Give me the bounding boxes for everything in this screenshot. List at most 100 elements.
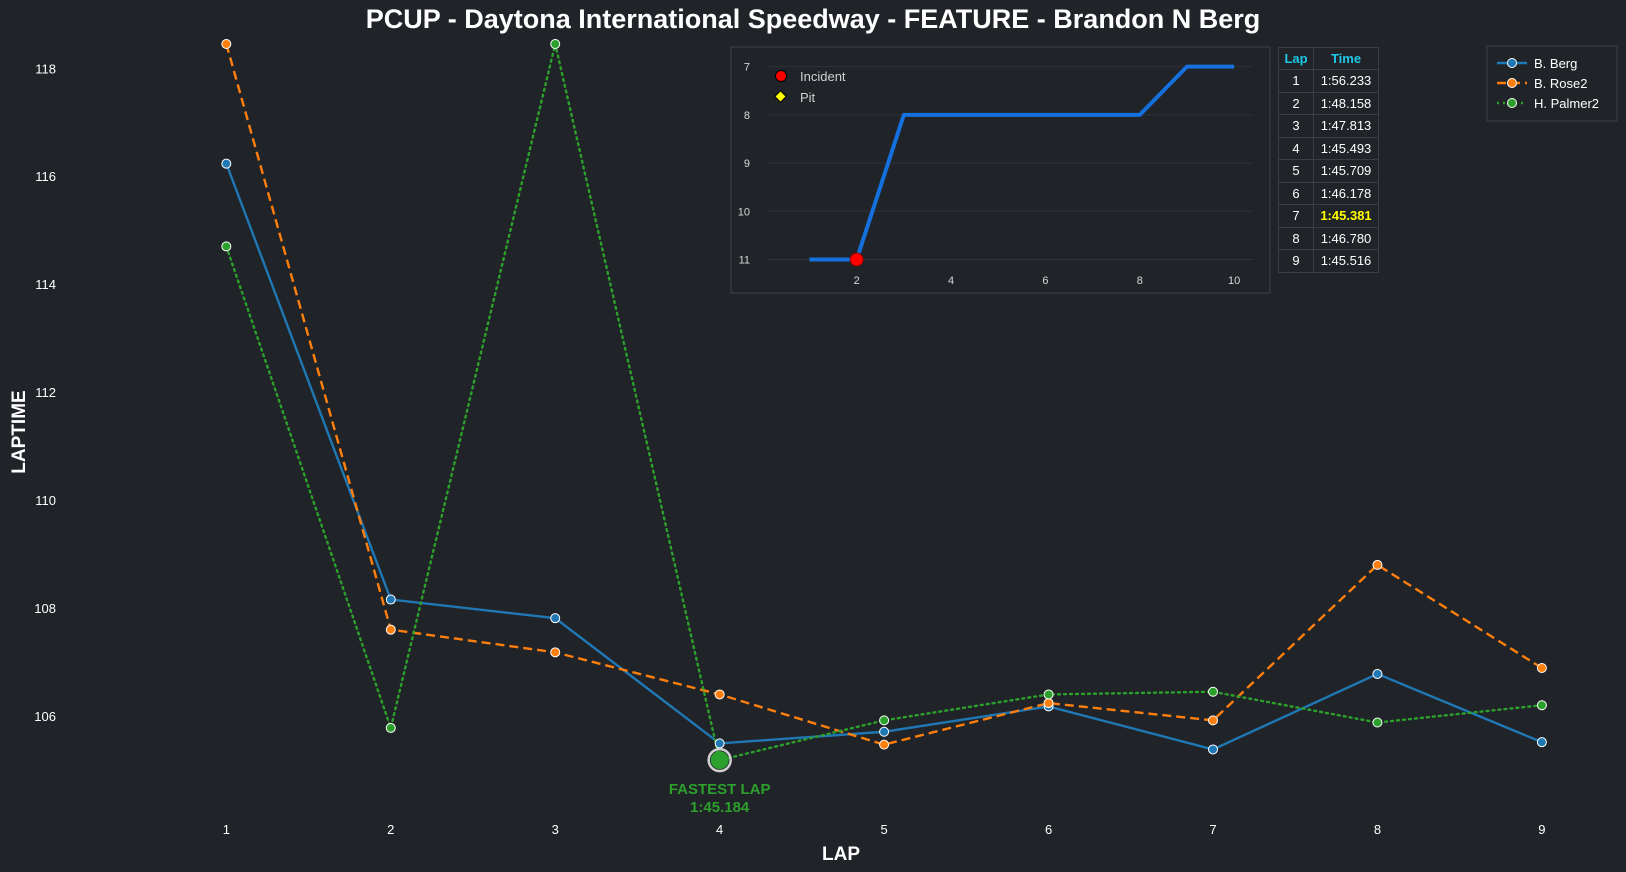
table-row: 4 1:45.493: [1278, 136, 1379, 160]
data-point: [879, 726, 890, 737]
lap-time-cell: 1:45.493: [1313, 136, 1379, 160]
lap-times-table: Lap Time 1 1:56.233 2 1:48.158 3 1:47.813 4 1:4…: [1278, 47, 1379, 273]
y-tick-label: 112: [35, 385, 56, 400]
lap-number-cell: 7: [1278, 204, 1314, 228]
x-tick-label: 3: [552, 822, 559, 837]
data-point: [550, 647, 561, 658]
lap-time-cell: 1:56.233: [1313, 69, 1379, 93]
data-point: [1043, 689, 1054, 700]
lap-number-cell: 8: [1278, 226, 1314, 250]
x-tick-label: 1: [223, 822, 230, 837]
inset-y-tick-label: 10: [738, 206, 750, 218]
data-point: [1208, 686, 1218, 697]
x-tick-label: 5: [880, 822, 887, 837]
lap-time-cell: 1:47.813: [1313, 114, 1379, 138]
lap-number-cell: 3: [1278, 114, 1314, 138]
series-line-h-palmer2: [225, 43, 1544, 762]
x-tick-label: 2: [387, 822, 394, 837]
fastest-lap-label: FASTEST LAP: [669, 781, 771, 798]
data-point: [550, 39, 561, 49]
position-line: [809, 64, 1235, 262]
chart-title: PCUP - Daytona International Speedway - …: [365, 4, 1261, 34]
y-tick-label: 116: [35, 169, 56, 184]
inset-x-tick-label: 6: [1042, 275, 1048, 287]
table-row: 7 1:45.381: [1278, 204, 1379, 228]
incident-legend-marker: [775, 70, 787, 82]
data-point: [879, 715, 890, 726]
data-point: [550, 613, 561, 624]
lap-time-cell: 1:46.780: [1313, 226, 1379, 250]
data-point: [221, 241, 232, 252]
x-tick-label: 6: [1045, 822, 1052, 837]
table-row: 3 1:47.813: [1278, 114, 1379, 138]
data-point: [1372, 668, 1383, 679]
inset-y-tick-label: 8: [744, 110, 750, 122]
lap-time-cell: 1:45.516: [1313, 249, 1379, 273]
data-point: [221, 158, 232, 169]
lap-number-cell: 2: [1278, 91, 1314, 115]
data-point: [221, 39, 232, 49]
inset-y-tick-label: 9: [744, 158, 750, 170]
lap-number-cell: 9: [1278, 249, 1314, 273]
fastest-lap-ring: [707, 747, 732, 773]
position-inset: 7 8 9 10 11 2 4 6 8 10 Incident Pit: [730, 46, 1271, 294]
inset-legend: Incident Pit: [774, 69, 846, 105]
legend-marker: [1507, 78, 1517, 88]
fastest-lap-time: 1:45.184: [690, 799, 750, 816]
legend-label: H. Palmer2: [1534, 96, 1599, 111]
data-point: [1372, 717, 1383, 728]
data-point: [1043, 698, 1054, 709]
series-legend: B. Berg B. Rose2 H. Palmer2: [1486, 45, 1618, 122]
lap-number-cell: 5: [1278, 159, 1314, 183]
inset-y-tick-label: 11: [739, 255, 750, 267]
incident-marker: [849, 252, 864, 267]
table-row: 2 1:48.158: [1278, 91, 1379, 115]
x-axis-title: LAP: [822, 844, 860, 865]
x-tick-label: 9: [1538, 822, 1545, 837]
table-row: 9 1:45.516: [1278, 249, 1379, 273]
y-tick-label: 106: [34, 709, 56, 724]
lap-time-cell: 1:45.709: [1313, 159, 1379, 183]
pit-legend-label: Pit: [800, 90, 816, 105]
y-tick-label: 108: [34, 601, 56, 616]
lap-time-cell: 1:48.158: [1313, 91, 1379, 115]
data-point: [1208, 744, 1218, 755]
data-point: [714, 738, 725, 749]
y-tick-label: 110: [35, 493, 56, 508]
legend-label: B. Rose2: [1534, 76, 1587, 91]
data-point: [385, 594, 396, 605]
inset-x-tick-label: 10: [1228, 275, 1240, 287]
data-point: [1536, 663, 1547, 673]
inset-x-tick-label: 4: [948, 275, 954, 287]
y-tick-label: 118: [35, 61, 56, 76]
incident-legend-label: Incident: [800, 69, 846, 84]
x-tick-label: 8: [1374, 822, 1381, 837]
legend-marker: [1507, 58, 1517, 68]
data-point: [1536, 737, 1547, 748]
data-point: [1536, 700, 1547, 711]
y-tick-label: 114: [35, 277, 56, 292]
series-line-b-rose2: [225, 43, 1543, 746]
lap-number-cell: 4: [1278, 136, 1314, 160]
lap-time-cell: 1:45.381: [1313, 204, 1379, 228]
time-column-header: Time: [1313, 47, 1379, 70]
lap-number-cell: 1: [1278, 69, 1314, 93]
data-point: [1372, 559, 1383, 570]
data-point: [385, 722, 396, 733]
data-point: [714, 689, 725, 700]
inset-x-tick-label: 2: [854, 275, 860, 287]
inset-y-tick-label: 7: [744, 62, 750, 74]
lap-number-cell: 6: [1278, 181, 1314, 205]
y-axis-title: LAPTIME: [9, 390, 30, 473]
table-row: 6 1:46.178: [1278, 181, 1379, 205]
table-row: 8 1:46.780: [1278, 226, 1379, 250]
x-tick-label: 7: [1209, 822, 1216, 837]
inset-x-tick-label: 8: [1137, 275, 1143, 287]
table-row: 1 1:56.233: [1278, 69, 1379, 93]
data-point: [1208, 715, 1218, 726]
pit-legend-marker: [774, 90, 787, 103]
table-row: 5 1:45.709: [1278, 159, 1379, 183]
legend-label: B. Berg: [1534, 56, 1577, 71]
x-tick-label: 4: [716, 822, 723, 837]
